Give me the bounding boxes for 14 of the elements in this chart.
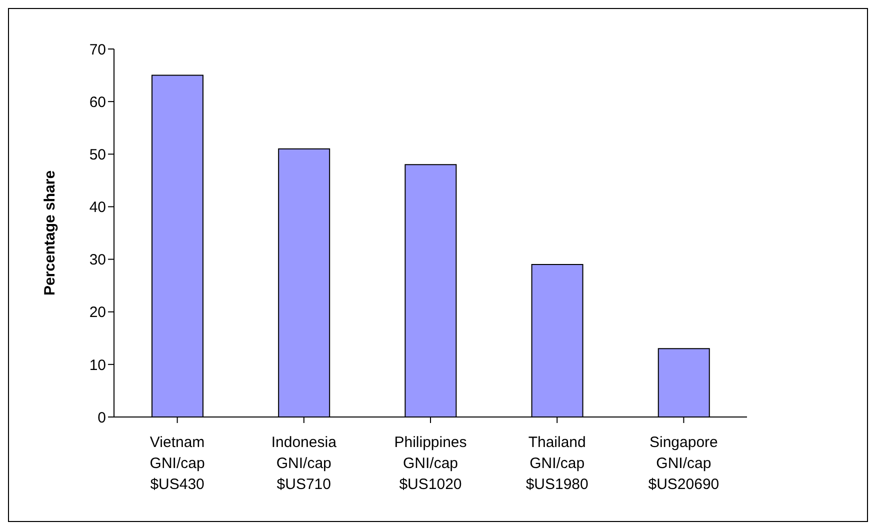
x-tick-label: Singapore GNI/cap $US20690: [648, 434, 720, 493]
y-tick-label: 50: [89, 146, 106, 164]
y-tick-label: 60: [89, 94, 106, 111]
x-tick-label: Philippines GNI/cap $US1020: [394, 434, 467, 493]
y-tick-label: 10: [89, 356, 106, 374]
x-tick-label: Indonesia GNI/cap $US710: [271, 434, 338, 493]
y-tick-label: 30: [89, 252, 106, 269]
y-axis-title: Percentage share: [41, 170, 58, 296]
x-tick-label: Thailand GNI/cap $US1980: [526, 434, 588, 493]
y-tick-label: 20: [89, 304, 106, 322]
y-tick-label: 40: [89, 199, 106, 216]
y-tick-label: 70: [89, 41, 106, 58]
x-tick-label: Vietnam GNI/cap $US430: [150, 434, 205, 493]
y-tick-label: 0: [98, 409, 106, 426]
